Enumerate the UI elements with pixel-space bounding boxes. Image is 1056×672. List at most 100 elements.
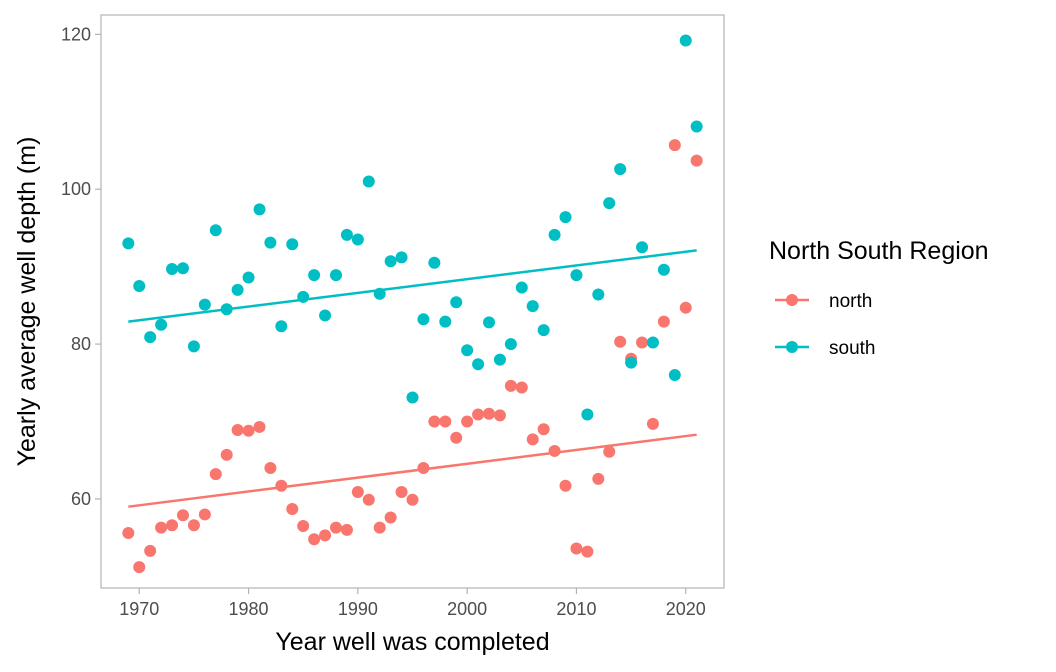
data-point-south	[133, 280, 146, 293]
data-point-south	[275, 320, 288, 333]
data-point-south	[439, 315, 452, 328]
x-tick-label: 1990	[338, 599, 378, 619]
data-point-north	[417, 461, 430, 474]
data-point-north	[253, 420, 266, 433]
data-point-south	[417, 313, 430, 326]
data-point-north	[231, 424, 244, 437]
data-point-north	[450, 431, 463, 444]
legend-title: North South Region	[769, 237, 989, 265]
data-point-south	[187, 340, 200, 353]
data-point-south	[373, 287, 386, 300]
data-point-north	[362, 493, 375, 506]
data-point-north	[209, 468, 222, 481]
data-point-north	[286, 503, 299, 516]
data-point-south	[428, 256, 441, 269]
data-point-south	[384, 255, 397, 268]
data-point-north	[472, 408, 485, 421]
data-point-south	[548, 228, 561, 241]
data-point-north	[636, 336, 649, 349]
data-point-south	[395, 251, 408, 264]
data-point-south	[570, 269, 583, 282]
data-point-north	[395, 485, 408, 498]
data-point-north	[155, 521, 168, 534]
legend-key-point-south	[786, 341, 798, 353]
data-point-north	[176, 509, 189, 522]
data-point-north	[308, 533, 321, 546]
data-point-north	[275, 479, 288, 492]
x-tick-label: 1970	[119, 599, 159, 619]
data-point-north	[187, 519, 200, 532]
data-point-south	[461, 344, 474, 357]
data-point-north	[329, 521, 342, 534]
data-point-south	[209, 224, 222, 237]
data-point-south	[220, 303, 233, 316]
plot-panel-border	[100, 14, 725, 589]
x-tick-label: 2020	[666, 599, 706, 619]
data-point-south	[657, 263, 670, 276]
data-point-north	[198, 508, 211, 521]
data-point-south	[406, 391, 419, 404]
data-point-north	[504, 379, 517, 392]
trend-line-north	[128, 433, 697, 508]
data-point-south	[450, 296, 463, 309]
y-axis: 60 80 100 120	[61, 24, 101, 509]
data-point-south	[504, 338, 517, 351]
data-point-north	[668, 139, 681, 152]
data-point-south	[559, 211, 572, 224]
data-point-south	[144, 331, 157, 344]
data-point-north	[483, 407, 496, 420]
x-tick-label: 2000	[447, 599, 487, 619]
data-point-north	[220, 448, 233, 461]
data-point-north	[515, 381, 528, 394]
data-point-north	[526, 433, 539, 446]
data-point-north	[340, 523, 353, 536]
data-point-north	[603, 445, 616, 458]
data-point-north	[297, 520, 310, 533]
data-point-south	[242, 271, 255, 284]
x-axis-title: Year well was completed	[275, 628, 549, 656]
data-point-south	[286, 238, 299, 251]
data-points	[122, 34, 703, 574]
y-tick-label: 80	[71, 334, 91, 354]
data-point-south	[264, 236, 277, 249]
x-axis: 1970 1980 1990 2000 2010 2020	[119, 588, 706, 619]
data-point-north	[657, 315, 670, 328]
data-point-north	[537, 423, 550, 436]
data-point-north	[493, 409, 506, 422]
x-tick-label: 2010	[556, 599, 596, 619]
data-point-north	[406, 493, 419, 506]
data-point-north	[559, 479, 572, 492]
data-point-north	[384, 511, 397, 524]
data-point-south	[253, 203, 266, 216]
data-point-south	[679, 34, 692, 47]
data-point-north	[133, 561, 146, 574]
trend-line-south	[128, 249, 697, 323]
data-point-south	[198, 298, 211, 311]
data-point-north	[166, 519, 179, 532]
data-point-south	[176, 262, 189, 275]
trend-lines	[128, 249, 697, 508]
data-point-south	[636, 241, 649, 254]
data-point-south	[603, 197, 616, 210]
data-point-south	[231, 283, 244, 296]
data-point-north	[646, 417, 659, 430]
data-point-north	[373, 521, 386, 534]
data-point-south	[646, 336, 659, 349]
data-point-south	[297, 290, 310, 303]
y-axis-title: Yearly average well depth (m)	[13, 137, 41, 467]
data-point-south	[668, 369, 681, 382]
data-point-north	[439, 415, 452, 428]
data-point-north	[319, 529, 332, 542]
data-point-south	[319, 309, 332, 322]
data-point-south	[493, 353, 506, 366]
x-tick-label: 1980	[229, 599, 269, 619]
data-point-south	[581, 408, 594, 421]
data-point-north	[461, 415, 474, 428]
data-point-south	[614, 163, 627, 176]
data-point-north	[690, 154, 703, 167]
legend-label-north: north	[829, 291, 872, 312]
data-point-south	[483, 316, 496, 329]
data-point-south	[537, 324, 550, 337]
data-point-north	[428, 415, 441, 428]
data-point-north	[242, 424, 255, 437]
